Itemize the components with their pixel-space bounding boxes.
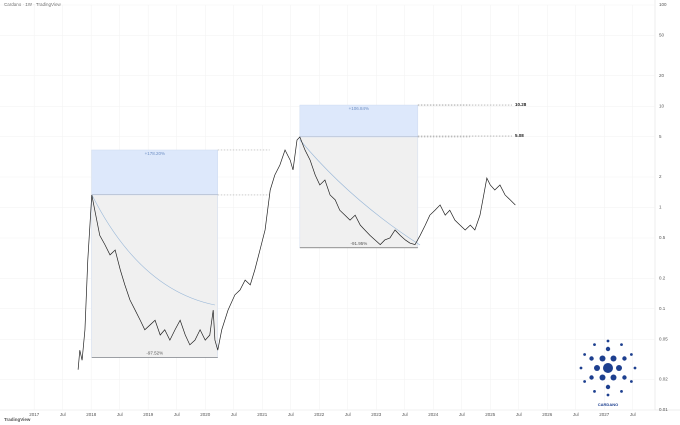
logo-dot [606,339,610,343]
x-tick-label: 2018 [86,412,97,417]
measure-box [299,136,419,248]
x-tick-label: Jul [117,412,123,417]
x-tick-label: 2023 [371,412,382,417]
decay-curve [299,139,421,246]
plot [77,136,516,370]
logo-dot [599,355,606,362]
logo-dot [589,375,594,380]
logo-dot [620,389,623,393]
level-label: 10.28 [515,102,527,107]
annotations: +178.20% -97.52% +106.84% -91.95% 10.28 5.08 [0,4,655,411]
logo-dot [605,346,611,352]
logo-dot [589,356,594,361]
logo-dot [583,380,587,383]
logo-dot [593,389,596,393]
measure-box [91,149,218,196]
logo-dot [583,353,587,356]
logo-dot [593,343,596,347]
y-tick-label: 0.01 [659,407,668,412]
box-label: -97.52% [146,351,163,356]
logo-dot [629,353,633,356]
cardano-logo [579,339,637,397]
logo-dot [622,356,627,361]
source-label: TradingView [4,417,31,422]
x-tick-label: 2020 [200,412,211,417]
x-tick-label: 2024 [428,412,439,417]
y-tick-label: 0.05 [659,336,668,341]
logo-dot [629,380,633,383]
logo-dot [610,374,617,381]
logo-dot [605,384,611,390]
chart-title: Cardano · 1W · TradingView [4,2,61,7]
x-tick-label: 2017 [29,412,40,417]
logo-dot [622,375,627,380]
x-tick-label: 2022 [314,412,325,417]
x-tick-label: Jul [60,412,66,417]
x-tick-label: Jul [345,412,351,417]
logo-dot [599,374,606,381]
y-tick-label: 5 [659,134,662,139]
x-tick-label: Jul [459,412,465,417]
x-tick-label: 2021 [257,412,268,417]
x-tick-label: Jul [231,412,237,417]
y-tick-label: 10 [659,103,665,108]
y-tick-label: 0.2 [659,275,666,280]
x-tick-label: Jul [174,412,180,417]
measure-box [91,194,218,358]
x-tick-label: Jul [288,412,294,417]
logo-dot [616,365,622,371]
x-tick-label: Jul [402,412,408,417]
y-tick-label: 2 [659,174,662,179]
x-tick-label: 2019 [143,412,154,417]
logo-dot [579,366,583,370]
y-tick-label: 1 [659,205,662,210]
measure-box [299,104,419,138]
watermark: CARDANO [598,402,618,407]
logo-dot [633,366,637,370]
logo-dot [594,365,600,371]
level-label: 5.08 [515,133,524,138]
y-tick-label: 0.02 [659,377,668,382]
x-tick-label: 2025 [485,412,496,417]
box-label: -91.95% [350,241,367,246]
decay-curve [91,194,216,306]
logo-dot [606,393,610,397]
y-tick-label: 0.1 [659,306,666,311]
box-label: +178.20% [145,151,165,156]
y-tick-label: 50 [659,33,665,38]
x-tick-label: 2026 [542,412,553,417]
logo-dot [610,355,617,362]
logo-dot [620,343,623,347]
y-tick-label: 100 [659,2,667,7]
x-tick-label: Jul [630,412,636,417]
logo-dot [603,363,613,373]
box-label: +106.84% [349,106,369,111]
x-tick-label: 2027 [599,412,610,417]
y-tick-label: 0.5 [659,235,666,240]
x-tick-label: Jul [573,412,579,417]
x-tick-label: Jul [516,412,522,417]
y-tick-label: 20 [659,73,665,78]
price-line [77,136,516,370]
